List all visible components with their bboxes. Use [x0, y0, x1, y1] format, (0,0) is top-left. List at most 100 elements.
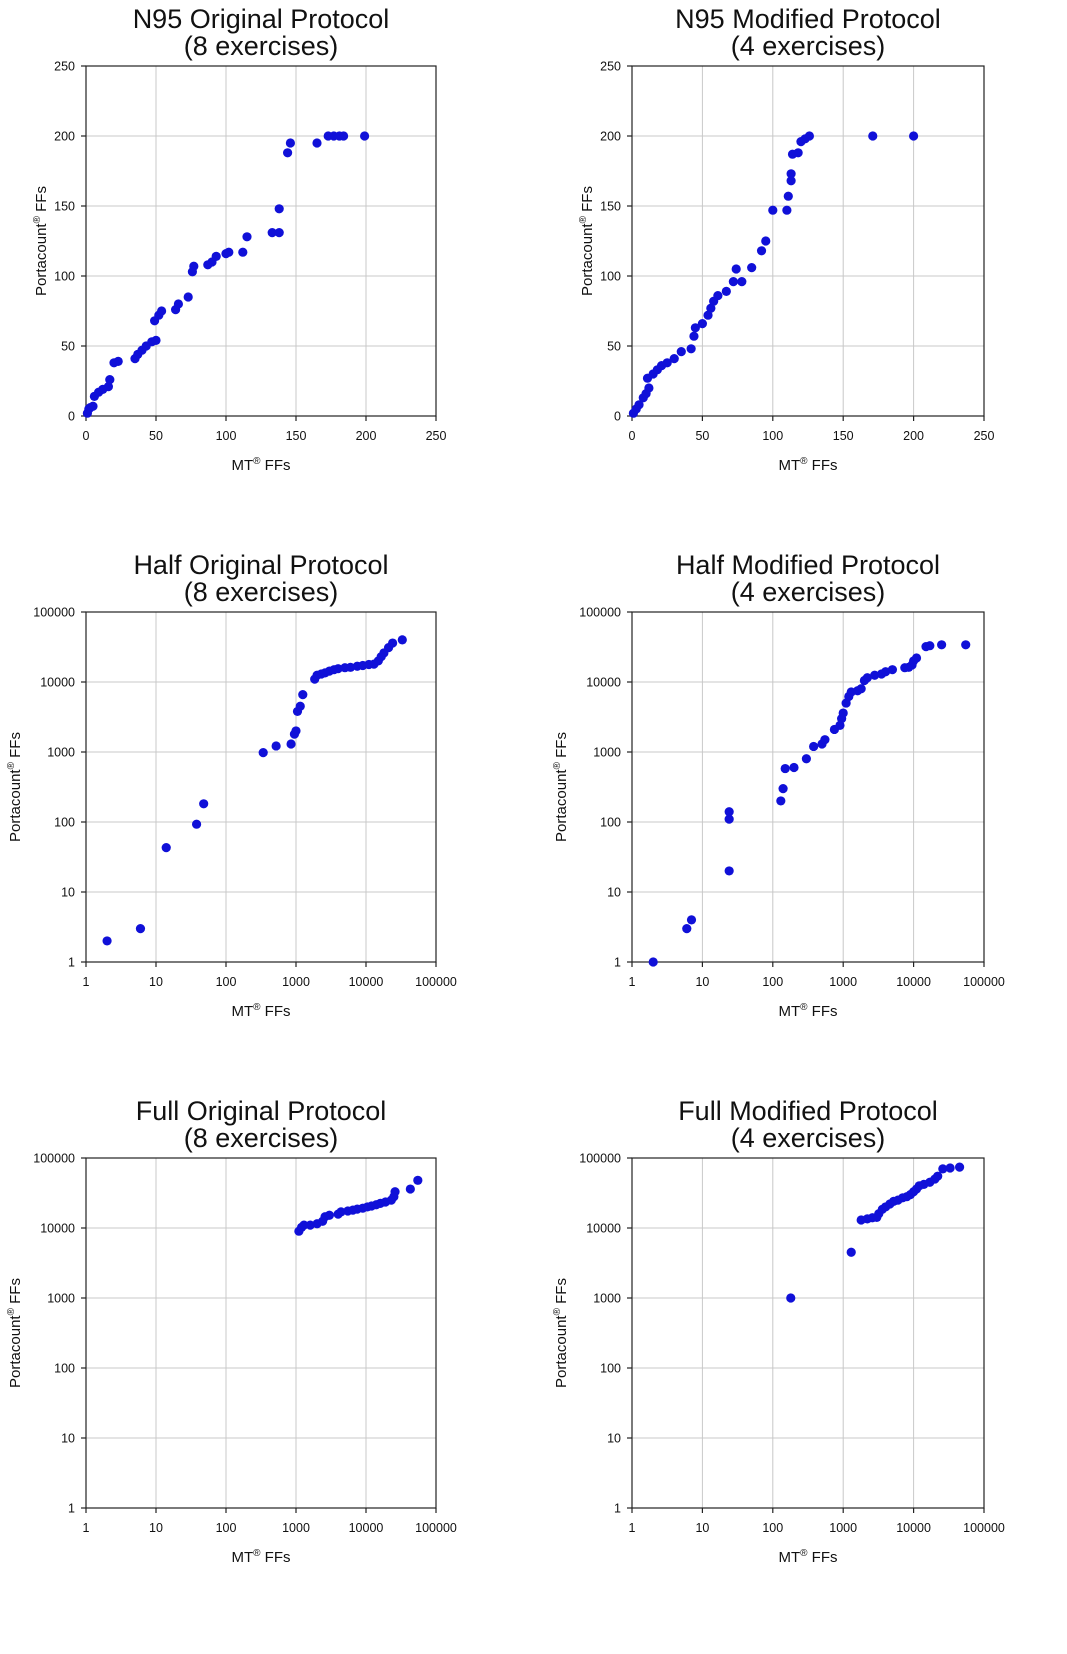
y-axis-label-main: Portacount — [7, 769, 24, 842]
y-axis-label-main: Portacount — [33, 223, 50, 296]
x-axis-label-main: MT — [778, 1003, 800, 1020]
data-point — [820, 735, 830, 745]
y-axis-label-sup: ® — [32, 215, 43, 223]
y-axis-label-main: Portacount — [553, 1315, 570, 1388]
y-axis-label-sup: ® — [552, 1307, 563, 1315]
x-axis-label-sup: ® — [800, 1002, 808, 1013]
x-tick-label: 100000 — [415, 975, 457, 989]
data-point — [339, 131, 349, 141]
data-point — [199, 799, 209, 809]
chart-n95-original: N95 Original Protocol(8 exercises) 0 50 100… — [32, 4, 446, 474]
data-point — [721, 286, 731, 296]
x-axis-label: MT® FFs — [231, 456, 290, 474]
data-point — [697, 319, 708, 329]
data-point — [682, 924, 692, 934]
x-axis-label-sup: ® — [800, 1548, 808, 1559]
x-tick-label: 10000 — [349, 1521, 384, 1535]
data-point — [706, 303, 716, 313]
x-axis-label-suffix: FFs — [261, 1549, 291, 1566]
x-tick-label: 1000 — [829, 975, 857, 989]
y-tick-label: 10000 — [40, 1222, 75, 1236]
y-tick-label: 150 — [600, 200, 621, 214]
x-axis-label-sup: ® — [800, 456, 808, 467]
y-tick-label: 10000 — [586, 1222, 621, 1236]
x-axis-label-suffix: FFs — [808, 457, 838, 474]
y-tick-label: 1 — [68, 1502, 75, 1516]
y-axis-label-suffix: FFs — [33, 186, 50, 216]
y-axis-label-main: Portacount — [579, 223, 596, 296]
data-point — [189, 261, 199, 271]
data-point — [737, 277, 747, 287]
chart-title: Half Original Protocol — [133, 550, 388, 580]
data-point — [938, 1164, 948, 1174]
x-tick-label: 250 — [974, 429, 995, 443]
data-point — [804, 131, 815, 141]
y-axis-label-suffix: FFs — [553, 1278, 570, 1308]
x-tick-label: 100 — [216, 429, 237, 443]
x-axis-label-suffix: FFs — [808, 1549, 838, 1566]
y-tick-label: 1000 — [47, 746, 75, 760]
data-point — [644, 383, 654, 393]
data-point — [183, 292, 193, 302]
y-axis-label: Portacount® FFs — [552, 732, 570, 842]
data-point — [937, 640, 947, 650]
data-point — [786, 1293, 796, 1303]
x-axis-label: MT® FFs — [231, 1002, 290, 1020]
data-point — [88, 401, 98, 411]
x-tick-label: 100000 — [415, 1521, 457, 1535]
y-axis-label: Portacount® FFs — [32, 186, 50, 296]
data-point — [724, 866, 734, 876]
y-axis-label-sup: ® — [552, 761, 563, 769]
y-tick-label: 200 — [600, 130, 621, 144]
x-tick-label: 1 — [629, 1521, 636, 1535]
x-tick-label: 150 — [286, 429, 307, 443]
data-point — [345, 662, 356, 672]
x-tick-label: 1 — [83, 975, 90, 989]
y-tick-label: 1 — [614, 1502, 621, 1516]
y-axis-label-sup: ® — [578, 215, 589, 223]
y-axis-label-suffix: FFs — [553, 732, 570, 762]
x-axis-label-main: MT — [231, 457, 253, 474]
data-point — [686, 344, 696, 354]
y-tick-label: 10000 — [586, 676, 621, 690]
y-tick-label: 0 — [614, 410, 621, 424]
x-tick-label: 100000 — [963, 1521, 1005, 1535]
x-tick-label: 150 — [833, 429, 854, 443]
x-tick-label: 100 — [762, 1521, 783, 1535]
x-axis-label-sup: ® — [253, 1548, 261, 1559]
chart-title: N95 Original Protocol — [133, 4, 390, 34]
data-point — [768, 205, 778, 215]
y-tick-label: 50 — [607, 340, 621, 354]
y-axis-label-sup: ® — [6, 761, 17, 769]
x-axis-label: MT® FFs — [231, 1548, 290, 1566]
x-tick-label: 100 — [762, 975, 783, 989]
data-point — [242, 232, 252, 242]
data-point — [911, 653, 922, 663]
data-point — [135, 924, 146, 934]
y-tick-label: 100000 — [579, 1152, 621, 1166]
y-axis-label-sup: ® — [6, 1307, 17, 1315]
data-point — [669, 354, 679, 364]
x-tick-label: 200 — [903, 429, 924, 443]
data-point — [689, 331, 699, 341]
y-tick-label: 1000 — [47, 1292, 75, 1306]
data-point — [954, 1162, 965, 1172]
data-point — [157, 306, 167, 316]
data-point — [113, 356, 123, 366]
chart-subtitle: (8 exercises) — [184, 31, 339, 61]
y-axis-label-main: Portacount — [7, 1315, 24, 1388]
data-point — [756, 246, 767, 256]
y-tick-label: 150 — [54, 200, 75, 214]
data-point — [274, 204, 284, 214]
y-axis-label-main: Portacount — [553, 769, 570, 842]
data-point — [211, 251, 221, 261]
y-tick-label: 250 — [600, 60, 621, 74]
data-point — [786, 169, 796, 179]
x-tick-label: 1000 — [282, 1521, 310, 1535]
data-point — [397, 635, 407, 645]
data-point — [274, 228, 284, 238]
data-point — [102, 936, 112, 946]
y-tick-label: 10000 — [40, 676, 75, 690]
data-point — [731, 264, 741, 274]
